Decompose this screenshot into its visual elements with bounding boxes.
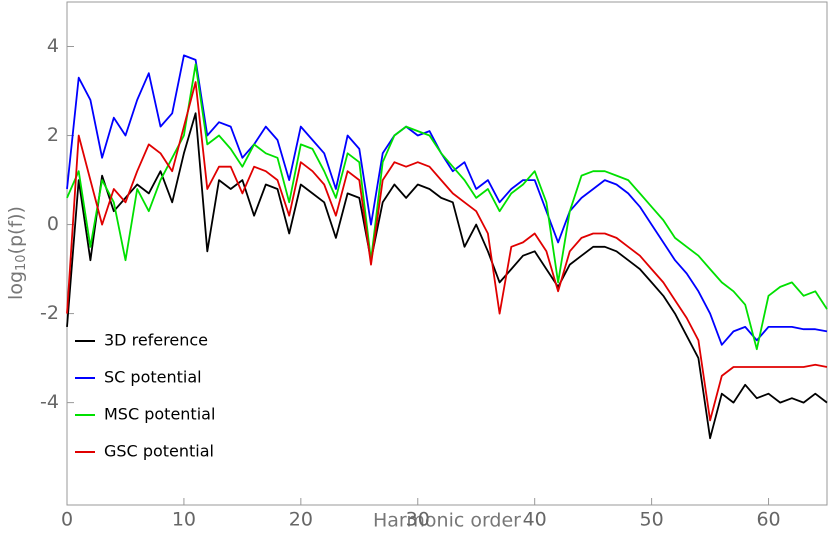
y-label-sub: 10	[14, 254, 29, 271]
legend-label: GSC potential	[104, 442, 214, 461]
x-tick-label: 10	[172, 509, 196, 531]
x-tick-label: 50	[640, 509, 664, 531]
x-tick-label: 60	[756, 509, 780, 531]
legend-label: SC potential	[104, 368, 202, 387]
series-line	[66, 54, 828, 346]
y-tick-label: 0	[47, 213, 59, 235]
y-tick-label: -4	[40, 391, 59, 413]
x-tick-label: 20	[289, 509, 313, 531]
legend-label: MSC potential	[104, 405, 215, 424]
series-line	[66, 112, 828, 440]
y-tick-label: 4	[47, 35, 59, 57]
series-line	[66, 81, 828, 422]
x-tick-label: 0	[61, 509, 73, 531]
y-axis-label: log10(p(f))	[5, 206, 29, 300]
y-tick-label: -2	[40, 302, 59, 324]
series-line	[66, 63, 828, 351]
x-tick-label: 30	[406, 509, 430, 531]
y-label-rest: (p(f))	[5, 206, 27, 254]
plot-frame	[66, 1, 828, 506]
x-axis-label: Harmonic order	[373, 510, 521, 532]
y-tick-label: 2	[47, 124, 59, 146]
x-tick-label: 40	[523, 509, 547, 531]
legend-label: 3D reference	[104, 331, 208, 350]
y-label-base: log	[5, 271, 27, 300]
